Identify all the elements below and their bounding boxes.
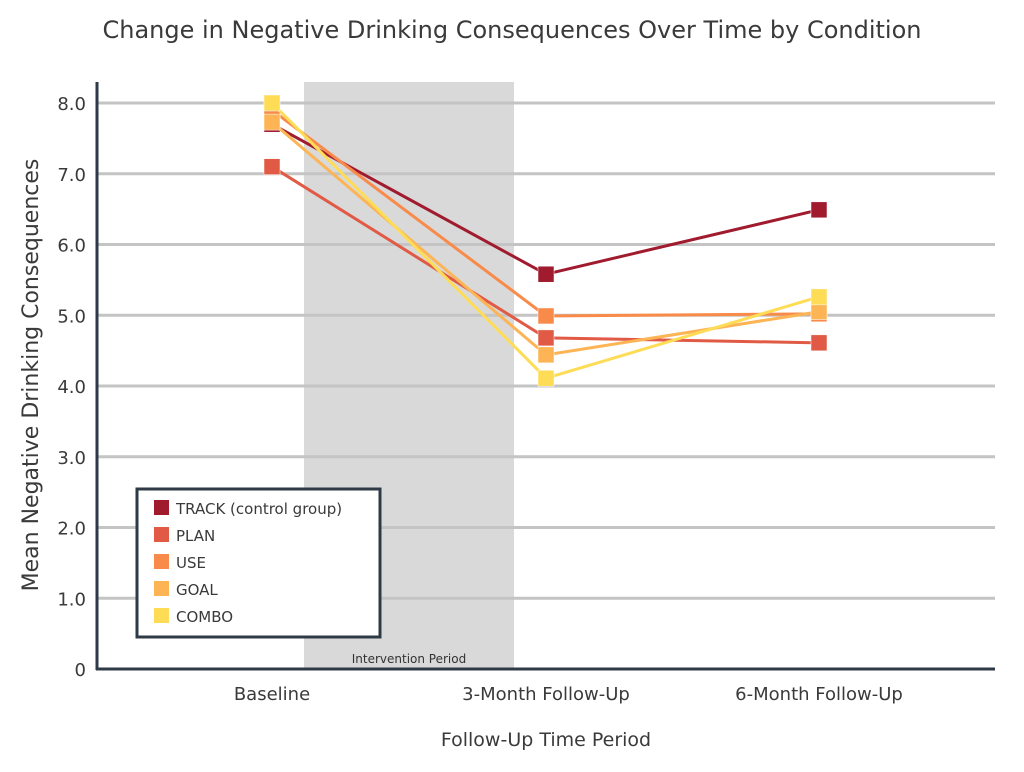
x-axis-label: Follow-Up Time Period xyxy=(441,729,651,751)
data-point xyxy=(263,113,281,131)
data-point xyxy=(263,94,281,112)
y-tick-label: 8.0 xyxy=(57,94,86,115)
legend-label: COMBO xyxy=(176,608,233,626)
data-point xyxy=(810,303,828,320)
x-tick-label: 3-Month Follow-Up xyxy=(462,684,630,705)
data-point xyxy=(537,346,555,364)
legend-swatch xyxy=(154,554,169,569)
legend-label: USE xyxy=(176,554,206,572)
x-tick-label: Baseline xyxy=(234,684,310,705)
series-goal xyxy=(263,113,828,364)
series-plan xyxy=(263,158,828,352)
chart-title: Change in Negative Drinking Consequences… xyxy=(103,16,922,44)
legend: TRACK (control group) PLAN USE GOAL COMBO xyxy=(135,487,382,639)
data-point xyxy=(810,334,828,352)
x-tick-label: 6-Month Follow-Up xyxy=(735,684,903,705)
y-tick-label: 5.0 xyxy=(57,306,86,327)
legend-label: GOAL xyxy=(176,581,218,599)
y-tick-label: 0 xyxy=(75,660,86,681)
intervention-period-label: Intervention Period xyxy=(352,652,466,666)
data-point xyxy=(537,265,555,283)
data-point xyxy=(263,158,281,175)
legend-label: PLAN xyxy=(176,527,215,545)
y-tick-label: 1.0 xyxy=(57,589,86,610)
legend-box xyxy=(135,487,382,639)
y-tick-label: 2.0 xyxy=(57,519,86,540)
legend-swatch xyxy=(154,608,169,623)
data-point xyxy=(537,369,555,387)
y-tick-label: 6.0 xyxy=(57,236,86,257)
y-tick-label: 4.0 xyxy=(57,377,86,398)
legend-swatch xyxy=(154,581,169,596)
series-combo xyxy=(263,94,828,387)
y-tick-label: 3.0 xyxy=(57,448,86,469)
data-point xyxy=(810,288,828,306)
y-tick-label: 7.0 xyxy=(57,165,86,186)
legend-swatch xyxy=(154,527,169,542)
data-point xyxy=(537,307,555,325)
data-point xyxy=(810,201,828,219)
legend-label: TRACK (control group) xyxy=(175,500,342,518)
y-axis-label: Mean Negative Drinking Consequences xyxy=(19,159,44,592)
legend-swatch xyxy=(154,500,169,515)
data-point xyxy=(537,329,555,347)
